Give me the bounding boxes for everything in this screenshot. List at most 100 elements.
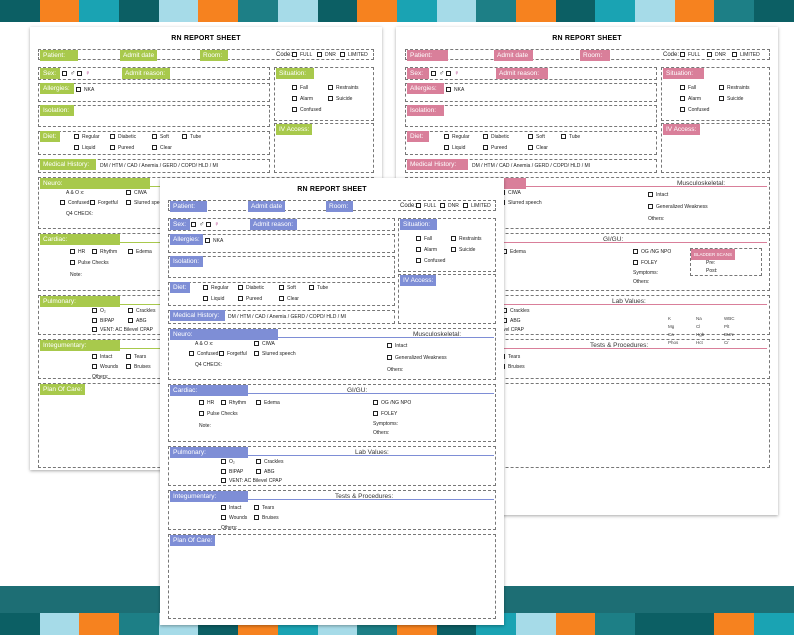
checkbox-hr[interactable]: HR: [70, 249, 85, 256]
checkbox-square[interactable]: [680, 85, 685, 91]
checkbox-rhythm[interactable]: Rhythm: [92, 249, 117, 256]
checkbox-square[interactable]: [292, 85, 297, 91]
checkbox-square[interactable]: [110, 134, 115, 140]
checkbox-fall[interactable]: Fall: [680, 85, 696, 92]
checkbox-bruises[interactable]: Bruises: [126, 364, 151, 371]
checkbox-square[interactable]: [206, 221, 212, 227]
checkbox-slurred[interactable]: Slurred speech: [126, 200, 168, 207]
checkbox-square[interactable]: [126, 354, 131, 360]
checkbox-square[interactable]: [152, 134, 157, 140]
checkbox-intact[interactable]: Intact: [387, 343, 407, 350]
checkbox-square[interactable]: [254, 505, 259, 511]
checkbox-suicide[interactable]: Suicide: [719, 96, 743, 103]
checkbox-confused[interactable]: Confused: [680, 107, 709, 114]
checkbox-alarm[interactable]: Alarm: [292, 96, 313, 103]
checkbox-code_dnr[interactable]: DNR: [707, 52, 726, 59]
checkbox-confused[interactable]: Confused: [292, 107, 321, 114]
checkbox-square[interactable]: [221, 505, 226, 511]
checkbox-intact[interactable]: Intact: [221, 505, 241, 512]
checkbox-nka[interactable]: NKA: [446, 87, 464, 94]
checkbox-square[interactable]: [446, 70, 452, 76]
checkbox-square[interactable]: [416, 203, 421, 209]
checkbox-square[interactable]: [199, 400, 204, 406]
checkbox-square[interactable]: [92, 318, 97, 324]
checkbox-square[interactable]: [292, 52, 297, 58]
checkbox-square[interactable]: [680, 52, 685, 58]
checkbox-gen_weakness[interactable]: Generalized Weakness: [387, 355, 447, 362]
checkbox-bruises[interactable]: Bruises: [254, 515, 279, 522]
checkbox-square[interactable]: [254, 341, 259, 347]
checkbox-square[interactable]: [387, 355, 392, 361]
checkbox-square[interactable]: [279, 296, 284, 302]
checkbox-square[interactable]: [416, 247, 421, 253]
checkbox-crackles[interactable]: Crackles: [128, 308, 155, 315]
checkbox-code_dnr[interactable]: DNR: [440, 203, 459, 210]
checkbox-square[interactable]: [416, 258, 421, 264]
checkbox-diabetic[interactable]: Diabetic: [110, 134, 136, 141]
checkbox-fall[interactable]: Fall: [416, 236, 432, 243]
checkbox-square[interactable]: [463, 203, 468, 209]
checkbox-diabetic[interactable]: Diabetic: [483, 134, 509, 141]
checkbox-square[interactable]: [451, 247, 456, 253]
checkbox-clear[interactable]: Clear: [279, 296, 299, 303]
checkbox-slurred[interactable]: Slurred speech: [500, 200, 542, 207]
checkbox-square[interactable]: [292, 96, 297, 102]
checkbox-tube[interactable]: Tube: [182, 134, 201, 141]
checkbox-regular[interactable]: Regular: [74, 134, 100, 141]
checkbox-liquid[interactable]: Liquid: [444, 145, 465, 152]
checkbox-o2[interactable]: O₂: [92, 308, 106, 315]
checkbox-suicide[interactable]: Suicide: [328, 96, 352, 103]
checkbox-code_dnr[interactable]: DNR: [317, 52, 336, 59]
checkbox-square[interactable]: [203, 296, 208, 302]
checkbox-square[interactable]: [317, 52, 322, 58]
checkbox-crackles[interactable]: Crackles: [502, 308, 529, 315]
checkbox-edema[interactable]: Edema: [128, 249, 152, 256]
checkbox-square[interactable]: [707, 52, 712, 58]
checkbox-intact[interactable]: Intact: [92, 354, 112, 361]
checkbox-bipap[interactable]: BIPAP: [221, 469, 243, 476]
checkbox-intact[interactable]: Intact: [648, 192, 668, 199]
checkbox-liquid[interactable]: Liquid: [74, 145, 95, 152]
checkbox-pulse_checks[interactable]: Pulse Checks: [199, 411, 238, 418]
checkbox-square[interactable]: [416, 236, 421, 242]
checkbox-square[interactable]: [528, 134, 533, 140]
checkbox-restraints[interactable]: Restraints: [719, 85, 750, 92]
checkbox-square[interactable]: [203, 285, 208, 291]
checkbox-square[interactable]: [92, 354, 97, 360]
checkbox-square[interactable]: [340, 52, 345, 58]
checkbox-square[interactable]: [444, 134, 449, 140]
checkbox-abg[interactable]: ABG: [502, 318, 521, 325]
checkbox-square[interactable]: [648, 204, 653, 210]
checkbox-square[interactable]: [309, 285, 314, 291]
checkbox-square[interactable]: [126, 364, 131, 370]
checkbox-square[interactable]: [483, 134, 488, 140]
checkbox-square[interactable]: [70, 249, 75, 255]
checkbox-pureed[interactable]: Pureed: [483, 145, 507, 152]
checkbox-abg[interactable]: ABG: [256, 469, 275, 476]
checkbox-code_limited[interactable]: LIMITED: [463, 203, 491, 210]
checkbox-square[interactable]: [732, 52, 737, 58]
checkbox-confused[interactable]: Confused: [189, 351, 218, 358]
checkbox-alarm[interactable]: Alarm: [680, 96, 701, 103]
checkbox-square[interactable]: [256, 469, 261, 475]
checkbox-forgetful[interactable]: Forgetful: [219, 351, 247, 358]
checkbox-square[interactable]: [633, 260, 638, 266]
checkbox-gen_weakness[interactable]: Generalized Weakness: [648, 204, 708, 211]
checkbox-square[interactable]: [440, 203, 445, 209]
checkbox-square[interactable]: [76, 87, 81, 93]
checkbox-code_full[interactable]: FULL: [416, 203, 436, 210]
checkbox-square[interactable]: [92, 249, 97, 255]
checkbox-square[interactable]: [110, 145, 115, 151]
checkbox-square[interactable]: [292, 107, 297, 113]
checkbox-square[interactable]: [182, 134, 187, 140]
checkbox-square[interactable]: [648, 192, 653, 198]
checkbox-square[interactable]: [152, 145, 157, 151]
checkbox-ciwa[interactable]: CIWA: [126, 190, 147, 197]
checkbox-og_ng[interactable]: OG /NG NPO: [373, 400, 411, 407]
checkbox-square[interactable]: [279, 285, 284, 291]
checkbox-square[interactable]: [126, 200, 131, 206]
checkbox-wounds[interactable]: Wounds: [221, 515, 247, 522]
checkbox-square[interactable]: [680, 107, 685, 113]
checkbox-square[interactable]: [189, 351, 194, 357]
checkbox-wounds[interactable]: Wounds: [92, 364, 118, 371]
